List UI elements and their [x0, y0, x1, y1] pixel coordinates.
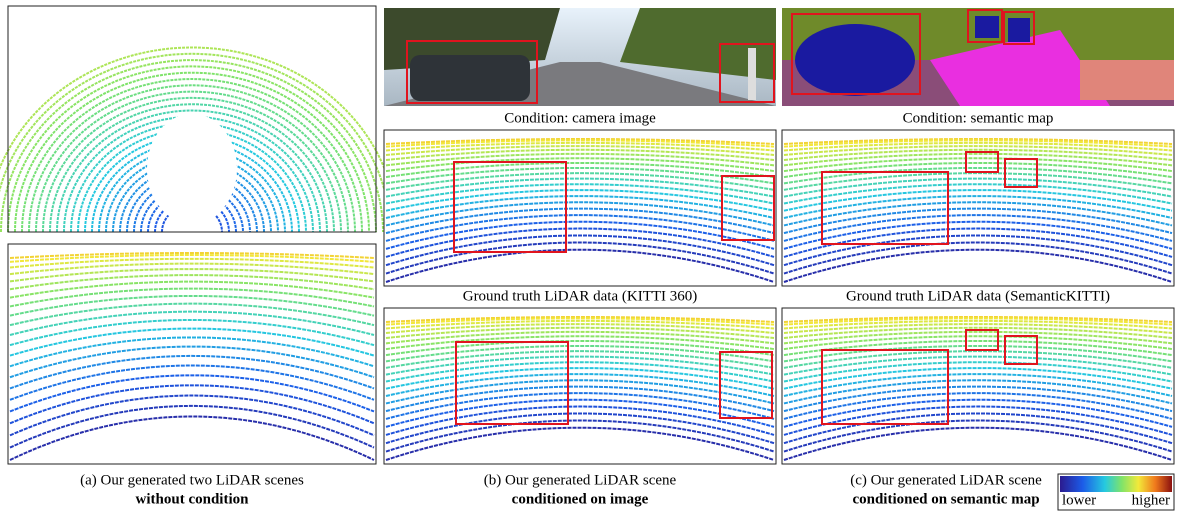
panel-bg [8, 244, 376, 464]
figure: Condition: camera image Condition: seman… [0, 0, 1182, 512]
ground-truth-label: Ground truth LiDAR data (KITTI 360) [463, 288, 698, 304]
condition-label: Condition: camera image [504, 110, 656, 126]
color-legend: lower higher [1058, 474, 1174, 510]
semantic-map [782, 8, 1174, 106]
lidar-panel [8, 244, 376, 464]
lidar-panel [782, 308, 1174, 464]
caption: (a) Our generated two LiDAR scenes [80, 472, 304, 488]
camera-image [384, 8, 776, 106]
lidar-panel [782, 130, 1174, 286]
caption-bold: conditioned on image [512, 491, 649, 507]
lidar-panel [384, 308, 776, 464]
caption: (b) Our generated LiDAR scene [484, 472, 677, 488]
color-bar [1060, 476, 1172, 492]
caption: (c) Our generated LiDAR scene [850, 472, 1042, 488]
building [1080, 60, 1174, 100]
car [1008, 18, 1030, 42]
lidar-panel [384, 130, 776, 286]
car [975, 16, 999, 38]
car [410, 55, 530, 101]
caption-bold: conditioned on semantic map [852, 491, 1039, 507]
legend-low: lower [1062, 492, 1096, 508]
ego-gap [147, 114, 237, 224]
ground-truth-label: Ground truth LiDAR data (SemanticKITTI) [846, 288, 1110, 304]
legend-high: higher [1132, 492, 1170, 508]
condition-label: Condition: semantic map [903, 110, 1054, 126]
pole [748, 48, 756, 100]
car [795, 24, 915, 96]
caption-bold: without condition [136, 491, 250, 507]
lidar-panel [0, 6, 397, 232]
